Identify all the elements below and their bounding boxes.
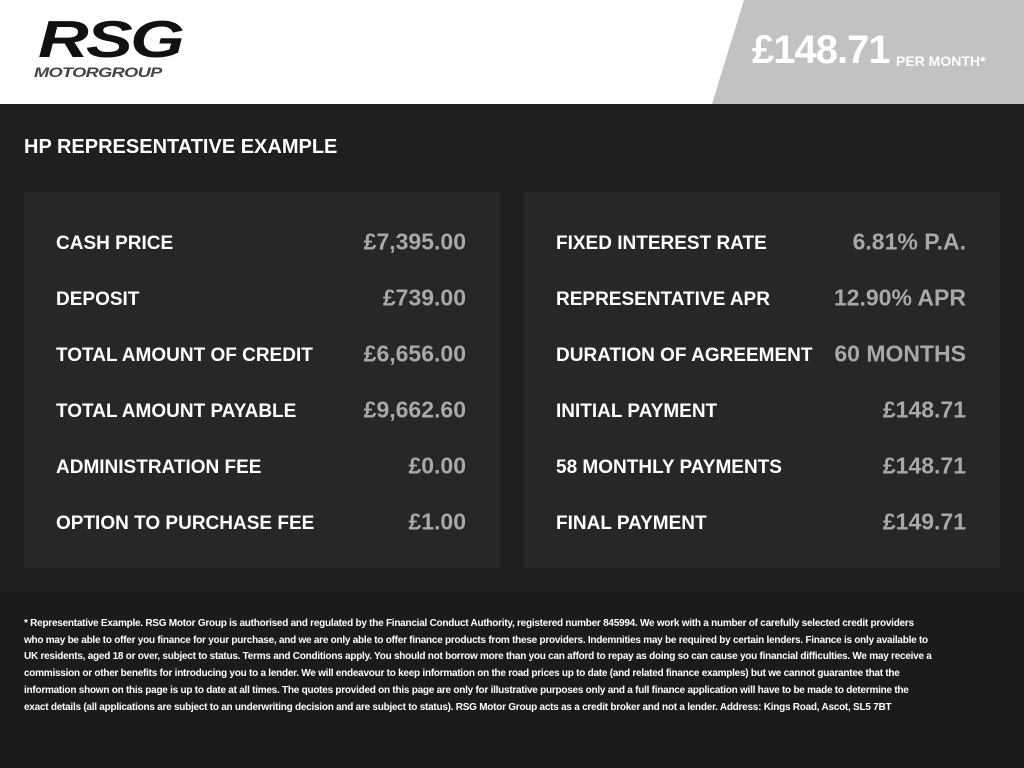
row-value: £7,395.00: [363, 228, 466, 255]
monthly-price: £148.71: [752, 28, 891, 72]
price-suffix: PER MONTH*: [896, 53, 986, 69]
row-label: DEPOSIT: [56, 289, 140, 310]
row-label: REPRESENTATIVE APR: [556, 289, 770, 310]
row-label: TOTAL AMOUNT PAYABLE: [56, 401, 297, 422]
disclaimer: * Representative Example. RSG Motor Grou…: [24, 618, 932, 713]
row-label: TOTAL AMOUNT OF CREDIT: [56, 345, 313, 366]
header: RSG MOTORGROUP £148.71 PER MONTH*: [0, 0, 1024, 104]
row-value: £9,662.60: [363, 396, 466, 423]
logo[interactable]: RSG: [38, 11, 185, 69]
logo-sub: MOTORGROUP: [34, 64, 162, 80]
row-value: £739.00: [382, 284, 466, 311]
row-label: 58 MONTHLY PAYMENTS: [556, 457, 782, 478]
row-value: 6.81% P.A.: [852, 228, 966, 255]
row-label: DURATION OF AGREEMENT: [556, 345, 813, 366]
row-value: £6,656.00: [363, 340, 466, 367]
row-value: £149.71: [882, 508, 966, 535]
row-label: FINAL PAYMENT: [556, 513, 707, 534]
row-value: 60 MONTHS: [834, 340, 966, 367]
row-value: £1.00: [408, 508, 466, 535]
row-label: ADMINISTRATION FEE: [56, 457, 262, 478]
row-value: £148.71: [882, 396, 966, 423]
finance-panel: FIXED INTEREST RATE 6.81% P.A. REPRESENTAT…: [524, 192, 1000, 568]
row-label: OPTION TO PURCHASE FEE: [56, 513, 315, 534]
price-box: [712, 0, 1024, 104]
row-value: 12.90% APR: [833, 284, 966, 311]
row-label: CASH PRICE: [56, 233, 174, 254]
footer: [0, 592, 1024, 768]
row-label: INITIAL PAYMENT: [556, 401, 718, 422]
section-title: HP REPRESENTATIVE EXAMPLE: [24, 136, 338, 158]
finance-panel: CASH PRICE £7,395.00 DEPOSIT £739.00 TOTAL A…: [24, 192, 500, 568]
row-label: FIXED INTEREST RATE: [556, 233, 767, 254]
row-value: £148.71: [882, 452, 966, 479]
row-value: £0.00: [408, 452, 466, 479]
